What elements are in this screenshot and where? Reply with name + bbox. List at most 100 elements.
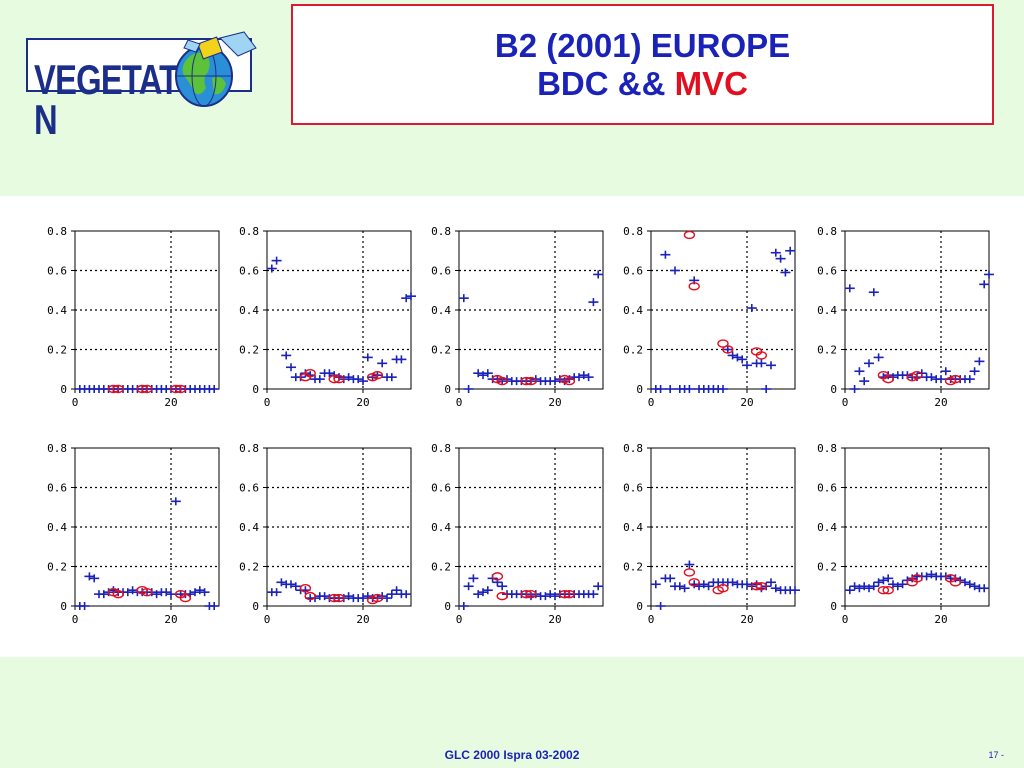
bdc-point (790, 586, 800, 595)
bdc-point (550, 592, 560, 601)
bdc-point (401, 590, 412, 599)
bdc-point (780, 268, 791, 277)
bdc-point (199, 588, 210, 597)
bdc-point (377, 359, 388, 368)
bdc-point (766, 578, 776, 587)
chart-grid: 00.20.40.60.80 2000.20.40.60.80 2000.20.40… (47, 225, 994, 626)
bdc-point (482, 369, 493, 378)
mvc-point (170, 384, 182, 394)
footer-text: GLC 2000 Ispra 03-2002 (444, 748, 580, 762)
mvc-point (333, 593, 345, 603)
x-tick-label: 20 (934, 396, 947, 409)
bdc-point (540, 592, 551, 601)
mvc-point (371, 370, 384, 380)
mvc-point (717, 584, 729, 593)
bdc-point (588, 298, 599, 307)
bdc-point (151, 590, 162, 599)
chart-1: 0 0.2 0.4 0.6 0.8 0 20 (47, 225, 220, 409)
x-tick-label: 20 (740, 396, 753, 409)
mvc-point (520, 376, 532, 386)
y-tick-label: 0.4 (623, 304, 643, 317)
mvc-point (949, 578, 962, 587)
mvc-point (496, 376, 508, 386)
x-tick-label: 0 (648, 396, 655, 409)
bdc-point (940, 367, 951, 376)
chart-3: 0 0.2 0.4 0.6 0.8 0 20 (431, 225, 604, 409)
chart-10: 0 0.2 0.4 0.6 0.8 0 20 (817, 442, 990, 626)
x-tick-label: 0 (72, 396, 79, 409)
mvc-point (563, 589, 576, 599)
y-tick-label: 0.4 (47, 304, 67, 317)
mvc-point (371, 593, 384, 603)
bdc-point (655, 385, 666, 393)
globe-icon (175, 31, 257, 107)
bdc-point (660, 250, 671, 259)
bdc-point (892, 582, 903, 591)
bdc-point (170, 497, 181, 506)
bdc-point (386, 590, 397, 599)
mvc-point (683, 230, 696, 240)
bdc-point (844, 284, 855, 293)
bdc-point (674, 582, 685, 591)
bdc-point (969, 582, 980, 591)
mvc-point (683, 568, 696, 577)
bdc-point (969, 367, 980, 376)
mvc-point (755, 582, 768, 591)
mvc-point (750, 582, 763, 591)
bdc-point (964, 375, 975, 384)
bdc-point (868, 582, 879, 591)
bdc-point (401, 294, 412, 303)
page-title: B2 (2001) EUROPE (494, 27, 791, 64)
chart-5: 0 0.2 0.4 0.6 0.8 0 20 (817, 225, 994, 409)
bdc-point (746, 304, 757, 313)
bdc-point (964, 580, 975, 589)
x-tick-label: 20 (356, 396, 369, 409)
bdc-point (844, 586, 855, 595)
bdc-point (122, 588, 133, 597)
bdc-point (665, 385, 676, 393)
bdc-point (458, 294, 469, 303)
bdc-point (290, 582, 301, 591)
bdc-point (478, 371, 488, 380)
bdc-point (463, 582, 474, 591)
bdc-point (319, 592, 330, 601)
x-tick-label: 0 (648, 613, 655, 626)
bdc-point (353, 375, 364, 384)
y-tick-label: 0.6 (623, 482, 643, 495)
mvc-point (520, 589, 532, 599)
bdc-point (868, 288, 879, 297)
x-tick-label: 0 (842, 613, 849, 626)
mvc-point (688, 578, 700, 587)
bdc-point (727, 578, 738, 587)
mvc-point (911, 370, 923, 380)
y-tick-label: 0.4 (817, 521, 837, 534)
subtitle-accent: MVC (674, 65, 748, 102)
bdc-point (679, 584, 690, 593)
mvc-point (491, 572, 504, 581)
y-tick-label: 0.2 (47, 561, 67, 574)
bdc-point (756, 359, 767, 368)
mvc-point (333, 374, 345, 384)
bdc-point (343, 373, 354, 382)
mvc-point (688, 282, 700, 291)
bdc-point (362, 353, 373, 362)
bdc-point (382, 594, 392, 603)
y-tick-label: 0.8 (239, 442, 259, 455)
x-tick-label: 0 (72, 613, 79, 626)
title-box: B2 (2001) EUROPE BDC && MVC (291, 4, 994, 125)
bdc-point (209, 602, 220, 610)
bdc-point (473, 369, 484, 378)
y-tick-label: 0.2 (623, 344, 643, 357)
x-tick-label: 20 (164, 396, 177, 409)
y-tick-label: 0.4 (623, 521, 643, 534)
bdc-point (127, 586, 138, 595)
bdc-point (358, 377, 368, 386)
y-tick-label: 0 (60, 600, 67, 613)
x-tick-label: 0 (842, 396, 849, 409)
y-tick-label: 0.6 (623, 265, 643, 278)
bdc-point (89, 574, 100, 583)
y-tick-label: 0 (830, 600, 837, 613)
charts-panel: 0 0.2 0.4 0.6 0.8 0 20 0 0.2 0.4 0.6 0.8 0 20 0 0.2 0.4 0… (0, 196, 1024, 657)
bdc-point (718, 385, 728, 393)
y-tick-label: 0.6 (239, 265, 259, 278)
